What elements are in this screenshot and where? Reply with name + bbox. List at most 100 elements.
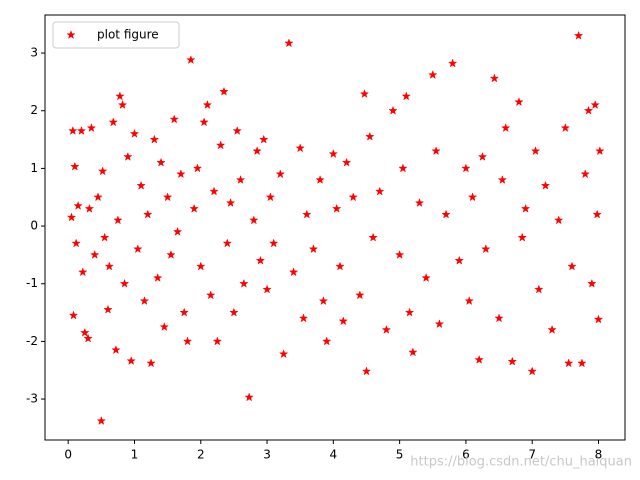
point [239,278,249,288]
point [388,105,398,115]
point [381,324,392,334]
point [302,209,312,219]
point [580,169,590,179]
point [259,134,269,144]
point [481,244,491,254]
point [421,272,431,282]
point [590,100,600,109]
point [83,333,93,343]
point [152,272,163,282]
point [361,366,372,376]
point [288,267,299,277]
point [212,336,223,346]
point [192,163,203,173]
point [68,125,78,135]
y-tick-label: -1 [26,276,38,290]
point [115,91,125,101]
point [454,255,465,265]
watermark: https://blog.csdn.net/chu_haiquan [410,455,632,470]
y-tick-label: -3 [26,392,38,406]
point [199,117,209,127]
point [222,238,233,248]
point [189,203,199,213]
point [255,255,266,265]
point [136,180,146,190]
point [117,99,128,109]
point [295,143,305,153]
point [489,73,500,83]
point [318,296,329,306]
point [428,70,438,79]
point [103,304,113,314]
legend-label: plot figure [97,28,159,42]
point [567,261,577,271]
point [577,358,587,368]
point [139,296,150,306]
point [73,200,83,210]
point [408,347,418,357]
x-tick-label: 1 [131,448,139,462]
point [434,319,445,329]
y-tick-label: 0 [30,219,38,233]
point [497,174,508,184]
point [86,123,97,133]
point [70,161,80,171]
point [593,314,604,324]
x-tick-label: 6 [462,448,470,462]
point [268,238,279,248]
point [547,324,557,334]
point [447,58,458,68]
point [126,356,136,366]
point [398,163,408,173]
point [78,267,88,277]
point [182,336,193,346]
point [99,232,110,242]
point [143,209,153,219]
point [308,244,319,254]
point [500,123,511,133]
point [375,186,385,196]
point [166,249,176,259]
x-tick-label: 4 [330,448,338,462]
point [278,349,289,359]
point [156,157,166,167]
point [560,123,571,133]
legend-marker [66,30,76,40]
point [355,290,365,300]
point [186,55,196,64]
point [315,174,325,184]
point [265,192,276,202]
point [146,358,156,368]
plot-frame [44,14,626,441]
point [108,117,118,127]
point [111,345,121,355]
point [507,356,518,366]
point [530,146,541,156]
point [394,249,405,259]
point [96,416,107,425]
x-tick-label: 8 [595,448,603,462]
point [219,86,229,96]
y-tick-label: 1 [30,161,38,175]
point [229,307,239,317]
point [441,209,451,219]
point [553,215,564,225]
point [76,125,87,135]
x-tick-label: 3 [263,448,271,462]
point [232,125,242,135]
point [341,157,352,167]
x-tick-label: 7 [528,448,536,462]
point [595,146,605,156]
point [321,336,332,346]
point [494,313,504,323]
point [202,100,213,109]
point [338,316,349,326]
point [215,140,226,150]
point [235,174,246,184]
x-tick-label: 2 [197,448,205,462]
point [89,249,100,259]
point [592,209,602,219]
point [583,105,594,115]
point [262,284,272,294]
point [196,261,206,271]
